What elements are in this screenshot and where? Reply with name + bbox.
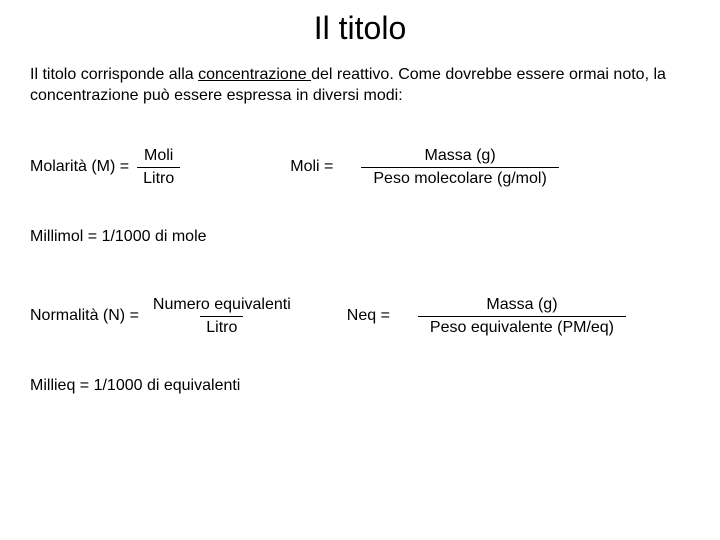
- para-underlined: concentrazione: [198, 66, 311, 83]
- row-normality-neq: Normalità (N) = Numero equivalenti Litro…: [30, 296, 690, 337]
- moli-lhs: Moli =: [290, 158, 333, 176]
- millimol-note: Millimol = 1/1000 di mole: [30, 228, 690, 246]
- neq-numerator: Massa (g): [474, 296, 569, 316]
- para-part1: Il titolo corrisponde alla: [30, 66, 198, 83]
- molarity-numerator: Moli: [138, 147, 179, 167]
- molarity-fraction: Moli Litro: [137, 147, 180, 188]
- normality-numerator: Numero equivalenti: [147, 296, 297, 316]
- molarity-lhs: Molarità (M) =: [30, 158, 129, 176]
- neq-fraction: Massa (g) Peso equivalente (PM/eq): [418, 296, 626, 337]
- moli-fraction: Massa (g) Peso molecolare (g/mol): [361, 147, 558, 188]
- neq-denominator: Peso equivalente (PM/eq): [418, 316, 626, 337]
- normality-fraction: Numero equivalenti Litro: [147, 296, 297, 337]
- normality-denominator: Litro: [200, 316, 243, 337]
- neq-lhs: Neq =: [347, 307, 390, 325]
- molarity-denominator: Litro: [137, 167, 180, 188]
- normality-lhs: Normalità (N) =: [30, 307, 139, 325]
- page-title: Il titolo: [30, 10, 690, 47]
- intro-paragraph: Il titolo corrisponde alla concentrazion…: [30, 65, 690, 107]
- moli-denominator: Peso molecolare (g/mol): [361, 167, 558, 188]
- row-molarity-moli: Molarità (M) = Moli Litro Moli = Massa (…: [30, 147, 690, 188]
- slide: Il titolo Il titolo corrisponde alla con…: [0, 0, 720, 540]
- millieq-note: Millieq = 1/1000 di equivalenti: [30, 377, 690, 395]
- moli-numerator: Massa (g): [413, 147, 508, 167]
